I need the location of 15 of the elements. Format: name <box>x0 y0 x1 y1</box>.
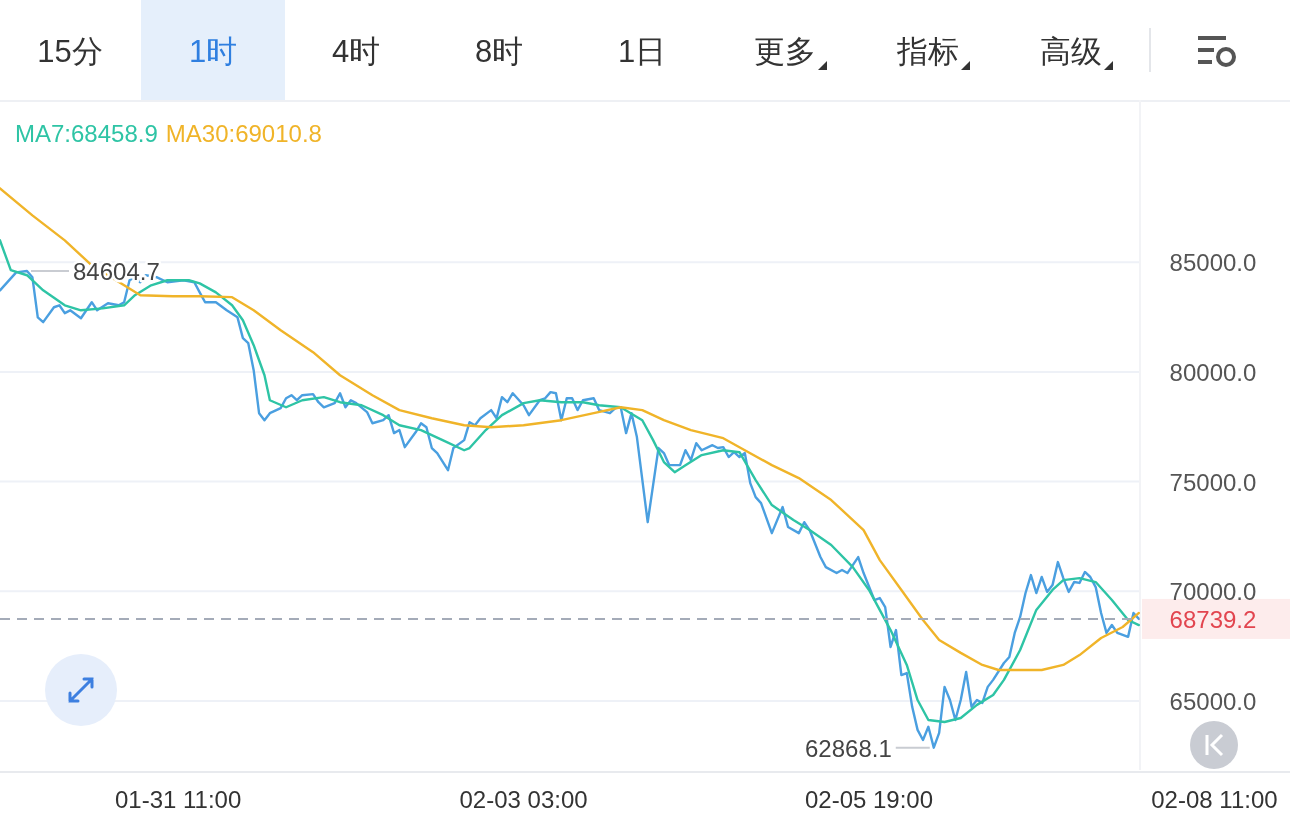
x-tick-label: 01-31 11:00 <box>114 786 242 813</box>
y-tick-label: 85000.0 <box>1169 249 1257 277</box>
y-tick-label: 70000.0 <box>1169 578 1257 606</box>
annotation: 62868.1 <box>805 734 931 762</box>
x-tick-label: 02-03 03:00 <box>459 786 588 813</box>
legend-item: MA30:69010.8 <box>165 120 322 147</box>
legend-item: MA7:68458.9 <box>15 120 158 147</box>
ref-line-label: 68739.2 <box>1169 605 1257 633</box>
y-tick-label: 75000.0 <box>1169 468 1257 496</box>
annotation: 62868.1 <box>805 734 892 762</box>
x-tick-label: 02-08 11:00 <box>1151 786 1278 813</box>
tabs: 15分 1时 4时 8时 1日 更多 指标 高级 <box>0 0 1290 102</box>
x-tick-label: 02-05 19:00 <box>804 786 934 813</box>
y-tick-label: 80000.0 <box>1169 358 1257 386</box>
y-tick-label: 65000.0 <box>1169 687 1257 715</box>
